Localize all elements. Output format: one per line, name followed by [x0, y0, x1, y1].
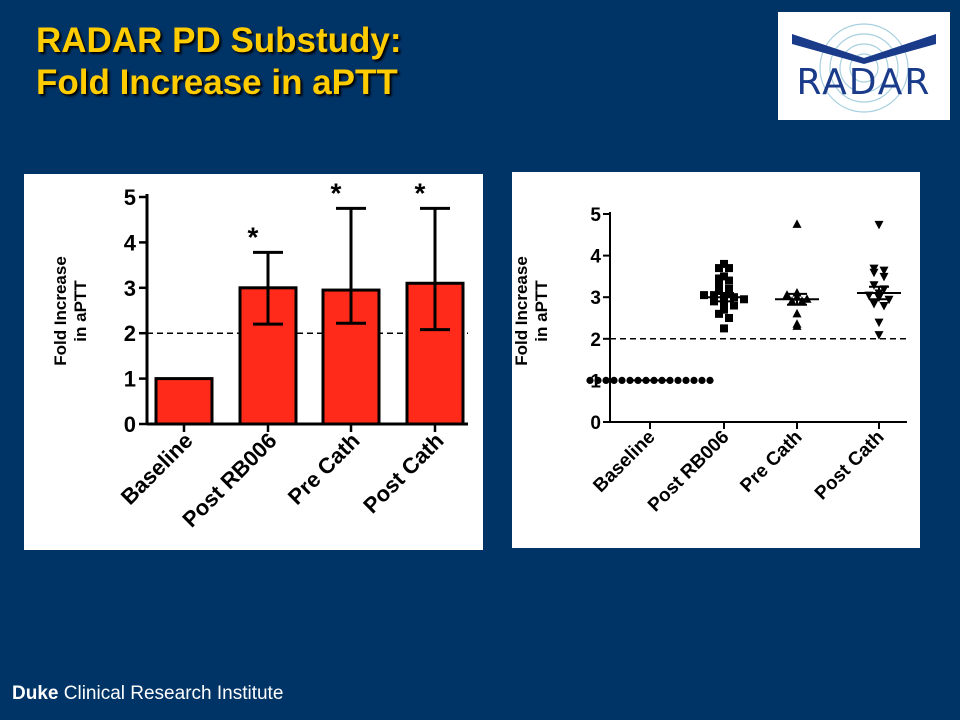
y-tick-label: 2	[124, 321, 136, 346]
significance-marker: *	[331, 177, 342, 208]
y-tick-label: 0	[124, 412, 136, 437]
data-point-circle	[594, 376, 602, 384]
logo-rings	[819, 23, 909, 113]
significance-marker: *	[248, 221, 259, 252]
radar-logo: RADAR	[778, 12, 950, 120]
slide-title-line-2: Fold Increase in aPTT	[36, 63, 398, 102]
y-tick-label: 1	[124, 367, 136, 392]
logo-left-wing	[792, 34, 864, 64]
y-axis-label-line-2: in aPTT	[71, 280, 90, 342]
data-point-square	[700, 291, 708, 300]
y-tick-label: 3	[590, 288, 601, 309]
y-tick-label: 2	[590, 330, 601, 351]
scatter-chart-panel: Fold Increase in aPTT 012345BaselinePost…	[512, 172, 920, 548]
data-point-triangle-up	[787, 296, 797, 305]
y-tick-label: 5	[590, 205, 601, 226]
bar	[154, 377, 214, 426]
data-point-circle	[698, 376, 706, 384]
significance-marker: *	[415, 177, 426, 208]
data-point-square	[715, 264, 723, 273]
y-axis-label-line-2: in aPTT	[532, 280, 551, 342]
logo-ring	[829, 33, 899, 103]
data-point-square	[740, 295, 748, 304]
data-point-triangle-down	[874, 318, 884, 328]
slide-title: RADAR PD Substudy: Fold Increase in aPTT	[36, 20, 402, 104]
data-point-square	[725, 284, 733, 293]
y-tick-label: 5	[124, 185, 136, 210]
data-point-circle	[706, 376, 714, 384]
data-point-square	[715, 274, 723, 283]
data-point-square	[730, 301, 738, 310]
data-point-circle	[690, 376, 698, 384]
x-tick-label: Post Cath	[811, 427, 889, 505]
radar-logo-graphic: RADAR	[792, 23, 936, 113]
bar-chart-panel: Fold Increase in aPTT 0 1 2 3 4 5 Baseline * Pos…	[24, 174, 483, 550]
data-point-square	[720, 305, 728, 314]
footer-bold: Duke	[12, 683, 59, 704]
data-point-square	[715, 286, 723, 295]
logo-ring	[849, 53, 879, 83]
slide-title-line-1: RADAR PD Substudy:	[36, 21, 402, 60]
x-tick-label: Baseline	[589, 427, 659, 497]
data-point-triangle-up	[792, 219, 802, 228]
data-point-circle	[674, 376, 682, 384]
x-tick-label: Pre Cath	[283, 428, 365, 510]
x-tick-label: Baseline	[116, 428, 198, 510]
data-point-triangle-up	[792, 321, 802, 330]
footer-rest: Clinical Research Institute	[63, 683, 284, 704]
logo-ring	[819, 23, 909, 113]
data-point-square	[715, 309, 723, 318]
data-point-triangle-up	[792, 308, 802, 318]
y-tick-label: 4	[124, 230, 137, 255]
data-point-circle	[618, 376, 626, 384]
data-point-square	[720, 259, 728, 268]
y-tick-label: 4	[590, 247, 601, 268]
logo-wordmark: RADAR	[797, 62, 932, 103]
data-point-triangle-down	[874, 220, 884, 230]
data-point-square	[720, 324, 728, 333]
data-point-circle	[586, 376, 594, 384]
data-point-circle	[682, 376, 690, 384]
y-axis-label-line-1: Fold Increase	[512, 256, 531, 366]
y-tick-label: 0	[590, 413, 601, 434]
data-point-triangle-down	[869, 281, 879, 290]
scatter-chart: Fold Increase in aPTT 012345BaselinePost…	[512, 205, 907, 516]
data-point-square	[725, 276, 733, 285]
data-point-circle	[602, 376, 610, 384]
data-point-triangle-up	[797, 296, 807, 305]
data-point-square	[710, 291, 718, 300]
logo-right-wing	[864, 34, 936, 64]
data-point-square	[725, 264, 733, 273]
y-tick-label: 3	[124, 276, 136, 301]
x-tick-label: Pre Cath	[736, 427, 806, 497]
data-point-square	[720, 272, 728, 281]
data-point-triangle-down	[869, 299, 879, 309]
data-point-triangle-down	[874, 331, 884, 340]
data-point-triangle-down	[879, 272, 889, 282]
logo-ring	[839, 43, 889, 93]
bar-chart: Fold Increase in aPTT 0 1 2 3 4 5 Baseline * Pos…	[51, 177, 468, 532]
data-point-triangle-down	[869, 268, 879, 278]
data-point-triangle-down	[879, 302, 889, 311]
data-point-triangle-down	[879, 266, 889, 276]
data-point-circle	[610, 376, 618, 384]
x-tick-label: Post Cath	[358, 428, 448, 518]
data-point-square	[725, 314, 733, 322]
y-axis-label-line-1: Fold Increase	[51, 256, 70, 366]
footer-institution: Duke Clinical Research Institute	[12, 683, 283, 705]
data-point-square	[715, 280, 723, 289]
data-point-square	[720, 299, 728, 308]
